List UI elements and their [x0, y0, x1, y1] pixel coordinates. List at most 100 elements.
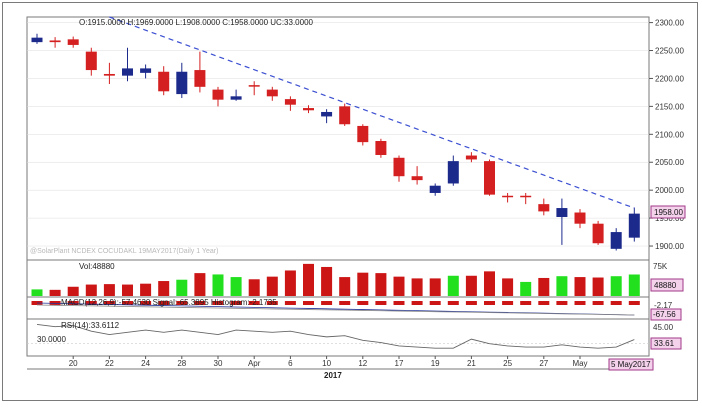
candle-body [103, 73, 115, 76]
macd-last-label: -67.56 [653, 310, 676, 319]
macd-histogram-bar [248, 301, 260, 305]
x-tick-label: 21 [467, 359, 476, 368]
volume-bar [303, 263, 314, 296]
rsi-panel [26, 318, 650, 357]
x-tick-label: May [572, 359, 587, 368]
candle-body [67, 39, 79, 45]
x-tick-label: 22 [105, 359, 114, 368]
volume-bar [484, 271, 495, 296]
volume-label: Vol:48880 [79, 262, 115, 271]
year-label: 2017 [324, 371, 342, 380]
volume-bar [248, 279, 260, 296]
macd-histogram-bar [194, 301, 206, 305]
macd-lines [31, 301, 640, 316]
rsi-label: RSI(14):33.6112 [61, 321, 120, 330]
candle-body [266, 89, 278, 97]
macd-last-box [650, 308, 682, 321]
macd-histogram-bar [538, 301, 550, 305]
candle-body [140, 68, 152, 73]
price-panel [26, 16, 650, 261]
macd-histogram-bar [574, 301, 586, 305]
rsi-level-label: 30.0000 [37, 335, 66, 344]
price-gridlines [27, 22, 649, 247]
macd-histogram-bar [447, 301, 459, 305]
macd-histogram-bar [484, 301, 495, 305]
volume-bar [520, 281, 532, 296]
macd-histogram-bar [411, 301, 423, 305]
volume-panel [26, 259, 650, 298]
price-tick-label: 2100.00 [655, 130, 684, 139]
x-tick-label: 25 [503, 359, 512, 368]
price-tick-label: 1950.00 [655, 214, 684, 223]
volume-bar [628, 274, 640, 296]
macd-histogram-bar [628, 301, 640, 305]
volume-bar [230, 277, 242, 296]
x-tick-label: 10 [322, 359, 331, 368]
volume-bar [592, 277, 604, 296]
macd-label: MACD(12,26,9):-57.4630 Signal:-65.3895 H… [61, 298, 277, 307]
rsi-line [27, 323, 649, 349]
volume-bar [122, 284, 133, 296]
volume-bar [85, 284, 97, 296]
macd-histogram-bar [176, 301, 188, 305]
volume-bar [176, 279, 188, 296]
candle-body [122, 68, 133, 76]
stock-chart: 2300.00 2250.00 2200.00 2150.00 2100.00 2050.… [26, 16, 686, 380]
volume-bar [411, 278, 423, 296]
macd-histogram-bar [230, 301, 242, 305]
volume-bar [266, 276, 278, 296]
volume-bar [49, 289, 61, 296]
macd-histogram-bar [140, 301, 152, 305]
volume-bar [284, 270, 296, 296]
x-tick-label: 24 [141, 359, 150, 368]
candle-body [176, 71, 188, 95]
candle-body [393, 157, 405, 177]
macd-histogram-bar [556, 301, 568, 305]
volume-bar [158, 281, 170, 296]
macd-histogram-bar [67, 301, 79, 305]
volume-bar [538, 277, 550, 296]
rsi-top-tick: 45.00 [653, 323, 674, 332]
volume-bar [447, 275, 459, 296]
volume-bar [357, 272, 369, 296]
volume-bar [574, 277, 586, 296]
volume-bar [321, 266, 333, 296]
macd-histogram-bar [85, 301, 97, 305]
candle-body [284, 99, 296, 105]
x-tick-label: 30 [214, 359, 223, 368]
x-tick-label: 27 [539, 359, 548, 368]
candle-body [230, 96, 242, 100]
volume-bar [393, 276, 405, 296]
macd-histogram-bar [465, 301, 477, 305]
macd-histogram-bar [122, 301, 133, 305]
candle-body [538, 204, 550, 212]
candle-body [592, 223, 604, 244]
macd-histogram-bar [375, 301, 387, 305]
candle-body [339, 106, 351, 125]
macd-histogram-bar [284, 301, 296, 305]
macd-histogram-bar [393, 301, 405, 305]
macd-histogram-bar [158, 301, 170, 305]
x-tick-label: 6 [288, 359, 293, 368]
ohlc-readout: O:1915.0000 H:1969.0000 L:1908.0000 C:19… [79, 18, 314, 27]
candle-body [85, 51, 97, 71]
x-tick-label: 19 [431, 359, 440, 368]
candle-body [628, 213, 640, 238]
rsi-last-label: 33.61 [654, 339, 675, 348]
candle-body [484, 161, 495, 195]
volume-bar [502, 278, 514, 296]
volume-bar [212, 274, 224, 296]
price-tick-label: 2050.00 [655, 158, 684, 167]
trendline-segment [109, 16, 635, 209]
watermark: @SolarPlant NCDEX COCUDAKL 19MAY2017(Dai… [30, 248, 218, 255]
macd-histogram-bar [592, 301, 604, 305]
candle-body [574, 212, 586, 224]
price-last-label: 1958.00 [654, 208, 683, 217]
volume-bar [31, 289, 43, 296]
price-last-box [650, 205, 686, 219]
candle-body [194, 70, 206, 87]
candle-body [556, 208, 568, 217]
volume-bar [465, 275, 477, 296]
candle-body [520, 195, 532, 198]
price-tick-label: 2000.00 [655, 186, 684, 195]
